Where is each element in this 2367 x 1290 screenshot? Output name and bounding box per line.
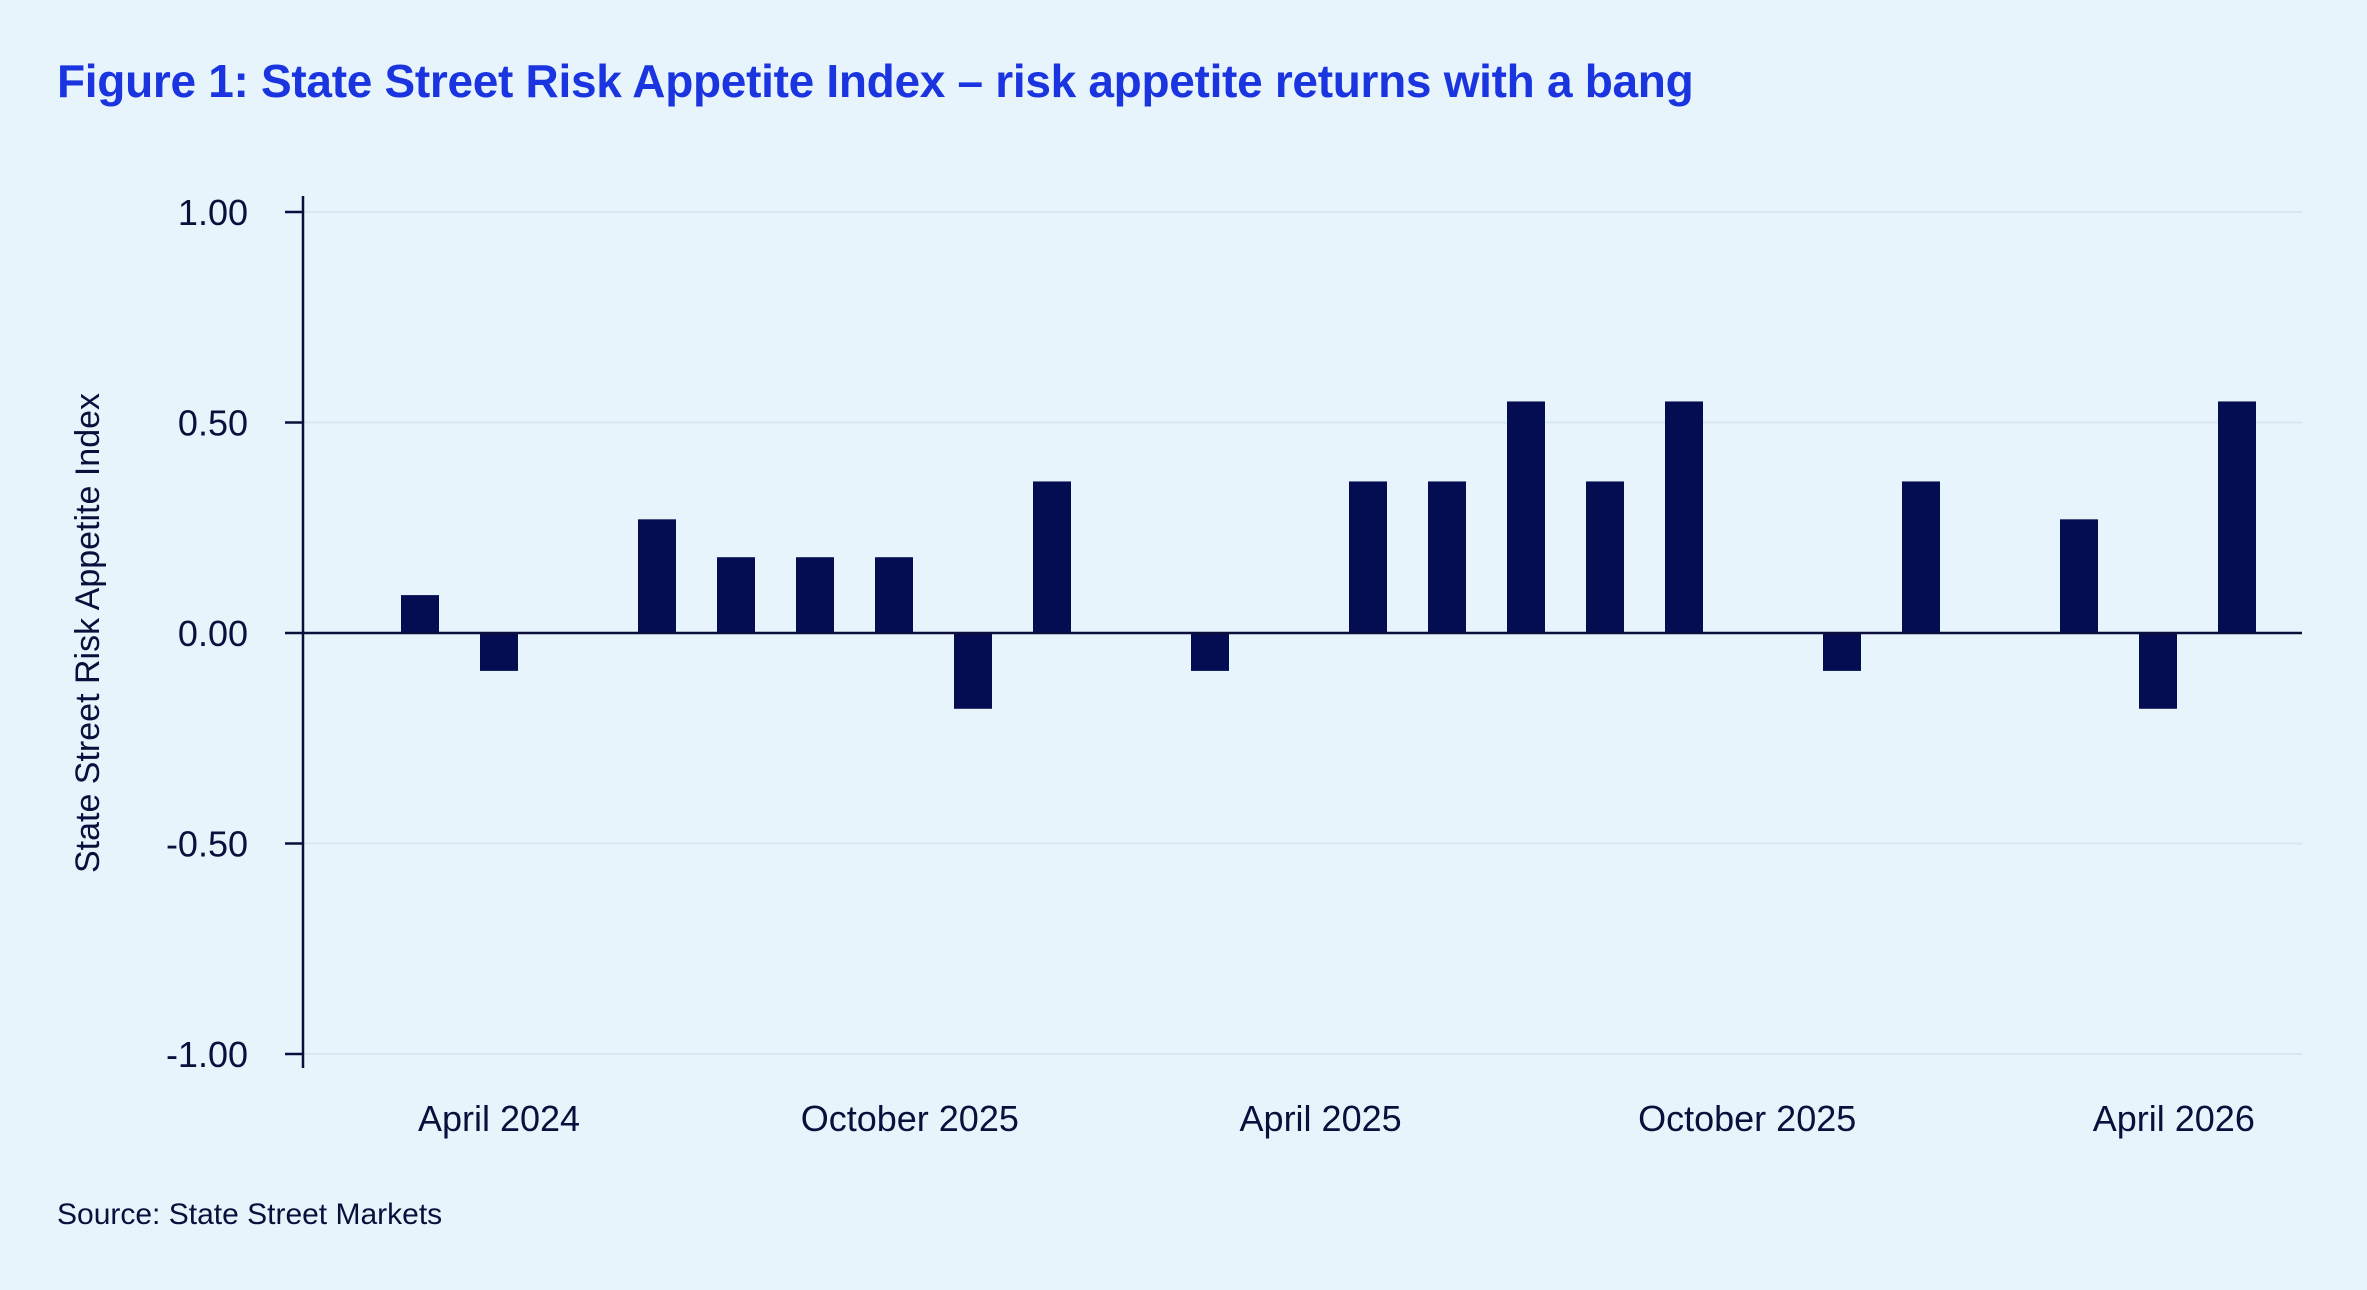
bar bbox=[1191, 633, 1229, 671]
bar bbox=[1507, 401, 1545, 633]
bar bbox=[954, 633, 992, 709]
x-tick-label: April 2025 bbox=[1240, 1098, 1402, 1139]
y-tick-label: 1.00 bbox=[178, 192, 248, 233]
bar bbox=[1823, 633, 1861, 671]
bar bbox=[1665, 401, 1703, 633]
y-axis-ticks: 1.00 0.50 0.00 -0.50 -1.00 bbox=[166, 192, 303, 1075]
y-tick-label: -0.50 bbox=[166, 824, 248, 865]
bar bbox=[1902, 481, 1940, 633]
bar bbox=[1428, 481, 1466, 633]
axes bbox=[301, 196, 2302, 1068]
bar bbox=[875, 557, 913, 633]
bar-series bbox=[401, 401, 2256, 709]
x-axis-ticks: April 2024 October 2025 April 2025 October … bbox=[418, 1098, 2255, 1139]
x-tick-label: October 2025 bbox=[1638, 1098, 1856, 1139]
bar bbox=[796, 557, 834, 633]
x-tick-label: April 2024 bbox=[418, 1098, 580, 1139]
bar bbox=[638, 519, 676, 633]
bar bbox=[401, 595, 439, 633]
bar bbox=[1033, 481, 1071, 633]
y-tick-label: 0.50 bbox=[178, 403, 248, 444]
y-axis-title: State Street Risk Appetite Index bbox=[69, 393, 107, 873]
bar bbox=[2139, 633, 2177, 709]
bar bbox=[717, 557, 755, 633]
x-tick-label: April 2026 bbox=[2093, 1098, 2255, 1139]
source-note: Source: State Street Markets bbox=[57, 1198, 443, 1231]
y-tick-label: 0.00 bbox=[178, 613, 248, 654]
bar bbox=[1586, 481, 1624, 633]
bar bbox=[2060, 519, 2098, 633]
x-tick-label: October 2025 bbox=[801, 1098, 1019, 1139]
bar bbox=[1349, 481, 1387, 633]
chart-title: Figure 1: State Street Risk Appetite Ind… bbox=[57, 55, 1694, 107]
bar bbox=[2218, 401, 2256, 633]
bar bbox=[480, 633, 518, 671]
y-tick-label: -1.00 bbox=[166, 1034, 248, 1075]
